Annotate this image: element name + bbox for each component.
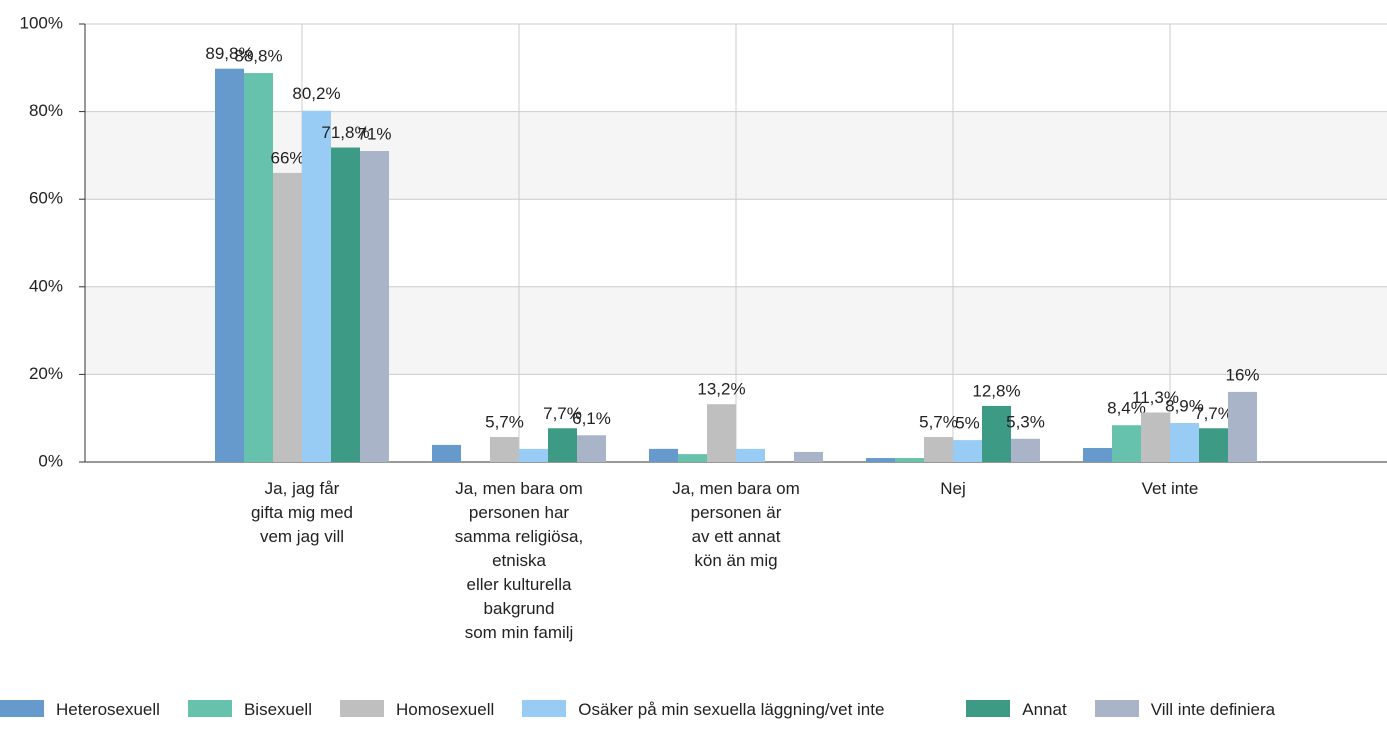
x-tick-label: Ja, men bara om personen är av ett annat kö… (672, 479, 800, 570)
y-tick-label: 80% (29, 101, 63, 120)
bar (302, 110, 331, 462)
x-tick-line: etniska (492, 551, 546, 570)
legend-swatch (187, 700, 232, 717)
x-tick-line: som min familj (465, 623, 574, 642)
legend-swatch (0, 700, 44, 717)
legend-swatch (966, 700, 1011, 717)
data-label: 88,8% (234, 47, 282, 66)
y-tick-label: 60% (29, 189, 63, 208)
bar (1083, 447, 1112, 462)
y-tick-label: 20% (29, 364, 63, 383)
data-label: 7,7% (1194, 404, 1233, 423)
legend-item: Heterosexuell (0, 700, 160, 720)
data-label: 5,7% (919, 413, 958, 432)
bar (519, 448, 548, 462)
data-label: 16% (1225, 365, 1259, 384)
bar (866, 458, 895, 462)
x-tick-line: personen är (691, 503, 782, 522)
bar (360, 151, 389, 462)
bar (273, 172, 302, 463)
legend-item: Osäker på min sexuella läggning/vet inte (522, 700, 938, 720)
legend-swatch (1094, 700, 1139, 717)
data-label: 66% (270, 148, 304, 167)
data-label: 71,8% (321, 123, 369, 142)
y-tick-label: 100% (20, 13, 63, 32)
legend-label: Annat (1022, 700, 1067, 719)
legend-item: Bisexuell (187, 700, 312, 720)
x-tick-line: kön än mig (694, 551, 777, 570)
y-tick-label: 0% (38, 451, 63, 470)
bar (1011, 438, 1040, 462)
legend-label: Vill inte definiera (1150, 700, 1276, 719)
data-label: 5,7% (485, 413, 524, 432)
bar (215, 68, 244, 463)
bar (244, 73, 273, 462)
bar (649, 448, 678, 462)
x-tick-line: samma religiösa, (455, 527, 584, 546)
bar (982, 405, 1011, 462)
bar (490, 437, 519, 462)
bar (1199, 428, 1228, 462)
bar (432, 444, 461, 462)
bar (548, 428, 577, 462)
legend-item: Vill inte definiera (1094, 700, 1276, 720)
bar (1228, 391, 1257, 462)
x-tick-line: vem jag vill (260, 527, 344, 546)
data-label: 5,3% (1006, 412, 1045, 431)
x-tick-line: bakgrund (484, 599, 555, 618)
legend-item: Annat (966, 700, 1067, 720)
x-tick-label: Vet inte (1142, 479, 1199, 498)
bar (1170, 423, 1199, 462)
data-label: 5% (955, 414, 980, 433)
legend-label: Osäker på min sexuella läggning/vet inte (578, 700, 885, 719)
data-label: 8,4% (1107, 399, 1146, 418)
bar (678, 454, 707, 462)
y-tick-label: 40% (29, 276, 63, 295)
data-label: 7,7% (543, 404, 582, 423)
bar (577, 435, 606, 462)
legend-swatch (340, 700, 384, 717)
x-tick-line: gifta mig med (251, 503, 353, 522)
bar (953, 440, 982, 462)
legend-label: Bisexuell (243, 700, 312, 719)
legend-label: Homosexuell (396, 700, 495, 719)
bar (895, 458, 924, 462)
x-tick-line: Vet inte (1142, 479, 1199, 498)
data-label: 11,3% (1132, 388, 1179, 407)
data-label: 8,9% (1165, 397, 1204, 416)
bar (794, 451, 823, 462)
bar (707, 404, 736, 462)
x-tick-line: Ja, men bara om (672, 479, 800, 498)
legend-label: Heterosexuell (56, 700, 160, 719)
data-label: 6,1% (572, 409, 611, 428)
data-label: 89,8% (205, 44, 253, 63)
bar (736, 448, 765, 462)
chart: 0% 20% 40% 60% 80% 100% Ja, jag får gifta mig m… (20, 13, 1387, 642)
legend: Heterosexuell Bisexuell Homosexuell Osäker … (0, 700, 1387, 720)
bar (1141, 412, 1170, 462)
x-tick-line: eller kulturella (467, 575, 572, 594)
data-label: 71% (357, 125, 391, 144)
x-tick-line: Ja, jag får (265, 479, 340, 498)
bar (331, 147, 360, 463)
data-label: 12,8% (972, 381, 1020, 400)
legend-item: Homosexuell (340, 700, 494, 720)
legend-swatch (522, 700, 567, 717)
bar (1112, 425, 1141, 462)
x-tick-label: Ja, men bara om personen har samma religiö… (455, 479, 584, 642)
x-tick-line: Nej (940, 479, 966, 498)
data-label: 80,2% (292, 84, 340, 103)
x-tick-line: Ja, men bara om (455, 479, 583, 498)
bar (924, 437, 953, 462)
x-tick-label: Ja, jag får gifta mig med vem jag vill (251, 479, 353, 546)
x-tick-label: Nej (940, 479, 966, 498)
data-label: 13,2% (697, 380, 745, 399)
x-tick-line: personen har (469, 503, 570, 522)
x-tick-line: av ett annat (692, 527, 781, 546)
